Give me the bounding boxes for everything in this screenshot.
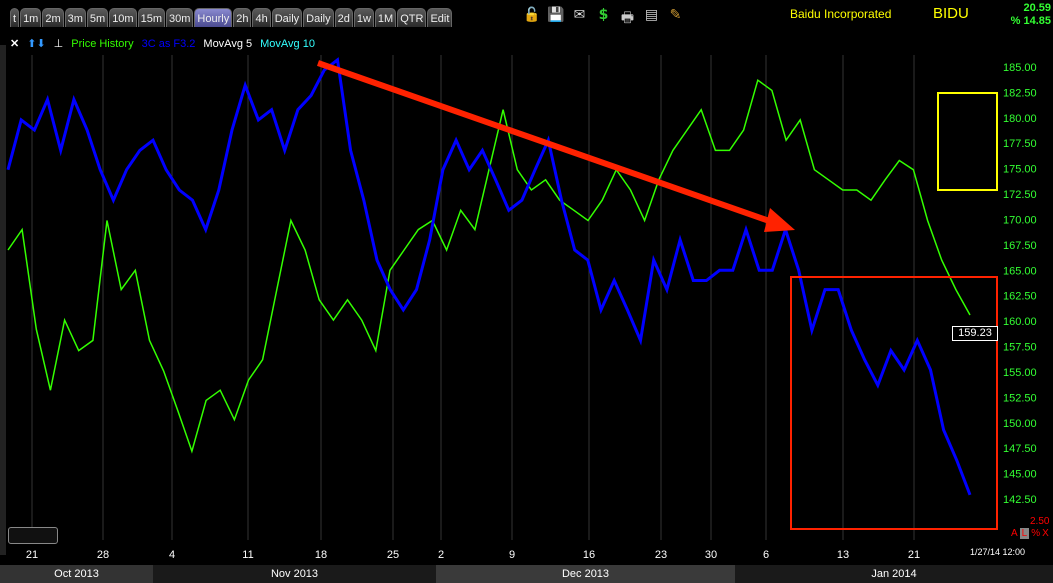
tab-1m[interactable]: 1M: [374, 8, 397, 27]
scale-button-X[interactable]: X: [1042, 528, 1049, 539]
x-tick-label: 13: [837, 549, 849, 561]
x-tick-label: 30: [705, 549, 717, 561]
month-label: Dec 2013: [436, 565, 735, 583]
price-change: 20.59% 14.85: [1010, 2, 1051, 27]
tab-edit[interactable]: Edit: [427, 8, 453, 27]
tab-t[interactable]: t: [10, 8, 20, 27]
y-tick-label: 177.50: [1003, 138, 1037, 150]
dollar-icon[interactable]: $: [598, 7, 609, 23]
y-tick-label: 145.00: [1003, 469, 1037, 481]
timeframe-tabs: t 1m 2m 3m 5m 10m 15m 30m Hourly 2h 4h Daily Daily 2d…: [10, 8, 453, 27]
x-tick-label: 21: [908, 549, 920, 561]
legend-item[interactable]: MovAvg 10: [260, 37, 315, 50]
x-tick-label: 11: [242, 549, 253, 561]
arrow-down-icon[interactable]: ⬇: [36, 38, 46, 50]
y-tick-label: 182.50: [1003, 87, 1037, 99]
toolbar-icons: 🔓 💾 ✉ $ 🖶 ▤ ✎: [523, 7, 684, 31]
cursor-time: 1/27/14 12:00: [970, 547, 1026, 557]
tab-1m[interactable]: 1m: [20, 8, 42, 27]
chart-scroll-handle[interactable]: [8, 527, 58, 544]
scale-button-L[interactable]: L: [1019, 528, 1030, 539]
print-icon[interactable]: 🖶: [620, 10, 635, 26]
window-icon[interactable]: ▤: [644, 7, 659, 23]
tab-30m[interactable]: 30m: [166, 8, 194, 27]
tab-daily[interactable]: Daily: [271, 8, 303, 27]
scale-button-A[interactable]: A: [1011, 528, 1018, 539]
legend-item[interactable]: MovAvg 5: [203, 37, 253, 50]
scale-value: 2.50: [1030, 516, 1050, 527]
3c-series-line: [6, 57, 972, 496]
red-arrow-head: [764, 208, 795, 232]
y-tick-label: 160.00: [1003, 316, 1037, 328]
red-annotation-box: [790, 276, 998, 530]
scale-buttons: A L% X: [1010, 528, 1050, 539]
company-name: Baidu Incorporated: [790, 7, 892, 21]
x-tick-label: 25: [387, 549, 399, 561]
y-tick-label: 157.50: [1003, 342, 1037, 354]
x-tick-label: 2: [438, 549, 444, 561]
legend-item[interactable]: 3C as F3.2: [141, 37, 196, 50]
tab-daily[interactable]: Daily: [303, 8, 334, 27]
arrow-up-icon[interactable]: ⬆: [27, 38, 37, 50]
x-tick-label: 4: [169, 549, 175, 561]
y-tick-label: 180.00: [1003, 113, 1037, 125]
indicator-legend: ✕ ⬆ ⬇ ⊥ Price History 3C as F3.2 MovAvg 5 M…: [10, 37, 315, 51]
y-tick-label: 155.00: [1003, 367, 1037, 379]
y-tick-label: 147.50: [1003, 443, 1037, 455]
x-tick-label: 21: [26, 549, 38, 561]
x-tick-label: 9: [509, 549, 515, 561]
y-tick-label: 185.00: [1003, 62, 1037, 74]
tab-qtr[interactable]: QTR: [397, 8, 427, 27]
y-tick-label: 172.50: [1003, 189, 1037, 201]
red-annotation-arrow: [317, 60, 776, 226]
x-tick-label: 6: [763, 549, 769, 561]
month-label: Oct 2013: [0, 565, 153, 583]
y-tick-label: 162.50: [1003, 291, 1037, 303]
pin-icon[interactable]: ⊥: [53, 38, 64, 50]
x-tick-label: 23: [655, 549, 667, 561]
y-tick-label: 165.00: [1003, 265, 1037, 277]
tab-3m[interactable]: 3m: [64, 8, 86, 27]
y-tick-label: 167.50: [1003, 240, 1037, 252]
y-tick-label: 170.00: [1003, 214, 1037, 226]
price-series-line: [7, 78, 971, 454]
tab-15m[interactable]: 15m: [137, 8, 165, 27]
x-tick-label: 28: [97, 549, 109, 561]
month-label: Nov 2013: [153, 565, 436, 583]
y-tick-label: 152.50: [1003, 392, 1037, 404]
email-icon[interactable]: ✉: [573, 7, 586, 23]
last-price-label: 159.23: [952, 326, 998, 341]
ticker-symbol: BIDU: [933, 5, 969, 22]
legend-item[interactable]: Price History: [71, 37, 134, 50]
pencil-icon[interactable]: ✎: [669, 7, 682, 23]
y-tick-label: 175.00: [1003, 164, 1037, 176]
tab-hourly[interactable]: Hourly: [194, 8, 233, 27]
x-tick-label: 18: [315, 549, 327, 561]
tab-2m[interactable]: 2m: [42, 8, 64, 27]
price-chart[interactable]: 21 28 4 11 18 25 2 9 16 23 30 6 13 21 185.00 182.50 180.…: [0, 0, 1053, 565]
yellow-annotation-box: [937, 92, 998, 191]
scale-button-%[interactable]: %: [1031, 528, 1041, 539]
tab-2d[interactable]: 2d: [334, 8, 353, 27]
y-tick-label: 150.00: [1003, 418, 1037, 430]
tab-10m[interactable]: 10m: [109, 8, 137, 27]
tab-5m[interactable]: 5m: [86, 8, 109, 27]
close-icon[interactable]: ✕: [10, 38, 20, 50]
tab-4h[interactable]: 4h: [252, 8, 271, 27]
month-label: Jan 2014: [735, 565, 1053, 583]
unlock-icon[interactable]: 🔓: [523, 7, 541, 23]
y-tick-label: 142.50: [1003, 494, 1037, 506]
x-tick-label: 16: [583, 549, 595, 561]
save-icon[interactable]: 💾: [547, 7, 565, 23]
tab-1w[interactable]: 1w: [353, 8, 374, 27]
left-panel-edge: [0, 45, 6, 555]
month-axis: Oct 2013 Nov 2013 Dec 2013 Jan 2014: [0, 565, 1053, 583]
tab-2h[interactable]: 2h: [233, 8, 252, 27]
